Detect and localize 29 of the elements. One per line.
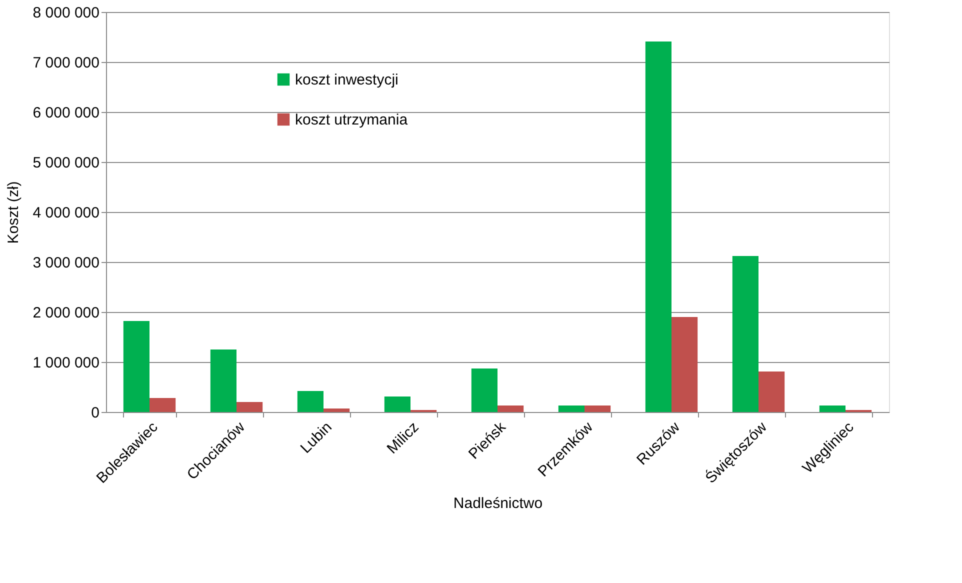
bar	[758, 372, 785, 412]
bar	[210, 350, 236, 412]
bar	[498, 406, 524, 412]
bar	[645, 42, 672, 412]
bar	[819, 406, 846, 412]
bar	[672, 317, 698, 412]
bar	[123, 321, 150, 412]
bar	[584, 406, 611, 412]
bar	[732, 256, 758, 412]
y-tick-label: 3 000 000	[32, 254, 100, 272]
y-tick-label: 7 000 000	[32, 54, 100, 72]
x-axis-title: Nadleśnictwo	[453, 495, 543, 512]
y-tick-label: 1 000 000	[32, 354, 100, 372]
y-tick-label: 0	[91, 404, 100, 422]
y-tick-label: 6 000 000	[32, 104, 100, 122]
y-tick-label: 8 000 000	[32, 4, 100, 22]
bar	[236, 402, 263, 412]
legend-label: koszt inwestycji	[295, 72, 398, 88]
y-tick-label: 2 000 000	[32, 304, 100, 322]
bar	[558, 406, 584, 412]
bar	[384, 396, 410, 412]
bar	[471, 368, 498, 412]
y-axis-title: Koszt (zł)	[4, 181, 22, 244]
bar	[324, 408, 350, 412]
bar	[297, 391, 324, 412]
y-tick-label: 5 000 000	[32, 154, 100, 172]
y-tick-label: 4 000 000	[32, 204, 100, 222]
bar	[150, 398, 176, 412]
legend-label: koszt utrzymania	[295, 112, 408, 128]
